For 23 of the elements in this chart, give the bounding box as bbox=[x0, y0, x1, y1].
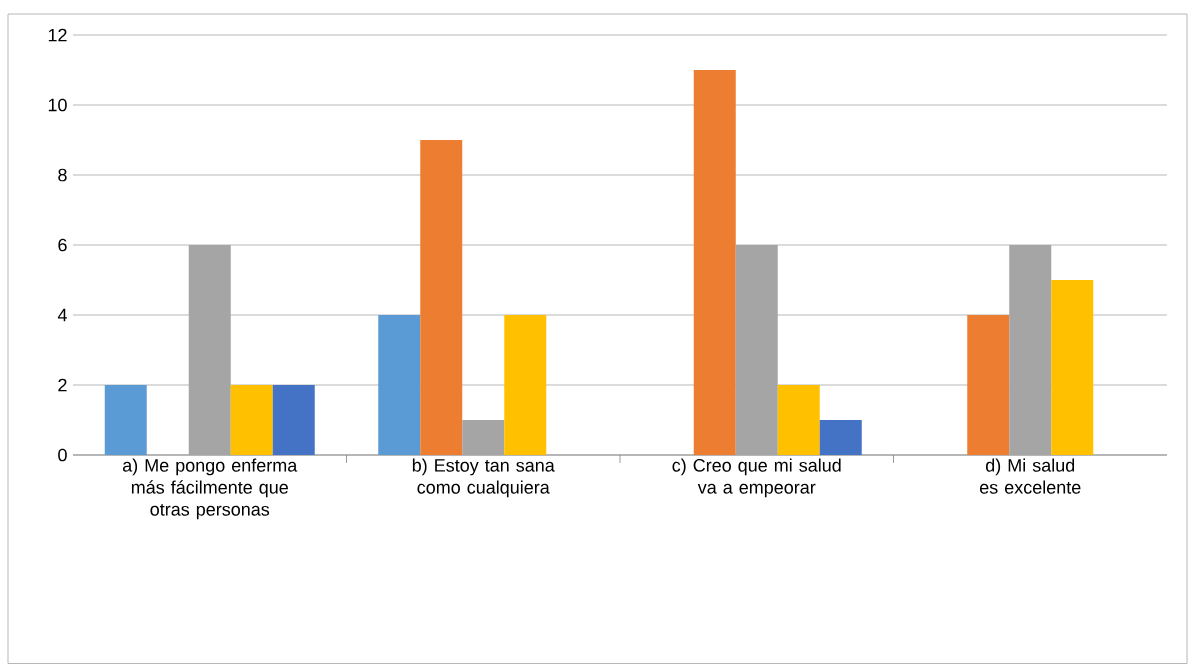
y-tick-label: 6 bbox=[58, 238, 67, 252]
x-tick-label: c) Creo que mi salud va a empeorar bbox=[672, 458, 841, 498]
y-tick-label: 12 bbox=[48, 28, 67, 42]
x-tick-label: a) Me pongo enferma más fácilmente que otras personas bbox=[122, 458, 298, 520]
bar bbox=[378, 315, 421, 455]
bar bbox=[1051, 280, 1094, 455]
bar bbox=[777, 385, 820, 455]
bar bbox=[504, 315, 547, 455]
bar bbox=[420, 140, 463, 455]
bar bbox=[462, 420, 505, 455]
bar bbox=[230, 385, 273, 455]
x-tick-label: d) Mi salud es excelente bbox=[979, 458, 1081, 494]
x-tick-label: b) Estoy tan sana como cualquiera bbox=[412, 458, 555, 498]
bar bbox=[967, 315, 1010, 455]
y-tick-label: 10 bbox=[48, 98, 67, 112]
bar bbox=[272, 385, 315, 455]
bar bbox=[693, 69, 736, 455]
y-tick-label: 4 bbox=[57, 308, 67, 322]
y-tick-label: 2 bbox=[58, 378, 67, 392]
y-tick-label: 8 bbox=[58, 168, 67, 182]
bar bbox=[819, 420, 862, 455]
y-tick-label: 0 bbox=[58, 448, 67, 462]
bar bbox=[104, 385, 147, 455]
